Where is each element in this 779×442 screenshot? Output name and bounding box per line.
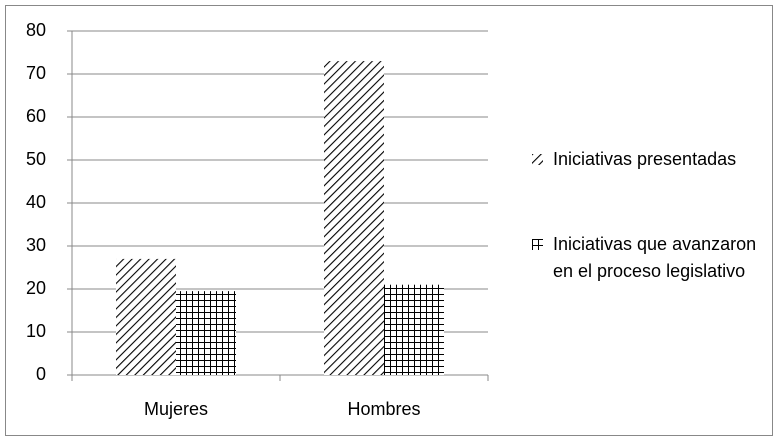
y-tick-label: 30 <box>26 235 46 255</box>
y-tick-label: 0 <box>36 364 46 384</box>
legend-label: Iniciativas que avanzaron en el proceso … <box>553 234 757 281</box>
legend-item: Iniciativas que avanzaron en el proceso … <box>532 231 762 285</box>
y-tick-label: 40 <box>26 192 46 212</box>
bar <box>176 291 236 375</box>
y-tick-label: 10 <box>26 321 46 341</box>
legend-swatch <box>532 239 543 250</box>
bar <box>324 61 384 375</box>
x-tick-label: Hombres <box>347 399 420 419</box>
x-tick-label: Mujeres <box>144 399 208 419</box>
legend-swatch-fill <box>532 239 543 250</box>
legend-swatch <box>532 154 543 165</box>
y-tick-label: 20 <box>26 278 46 298</box>
y-tick-label: 80 <box>26 20 46 40</box>
y-tick-label: 60 <box>26 106 46 126</box>
y-tick-label: 50 <box>26 149 46 169</box>
legend-swatch-fill <box>532 154 543 165</box>
bar <box>116 258 176 375</box>
y-tick-label: 70 <box>26 63 46 83</box>
legend-item: Iniciativas presentadas <box>532 146 762 173</box>
legend-label: Iniciativas presentadas <box>553 149 737 169</box>
bar <box>384 284 444 375</box>
